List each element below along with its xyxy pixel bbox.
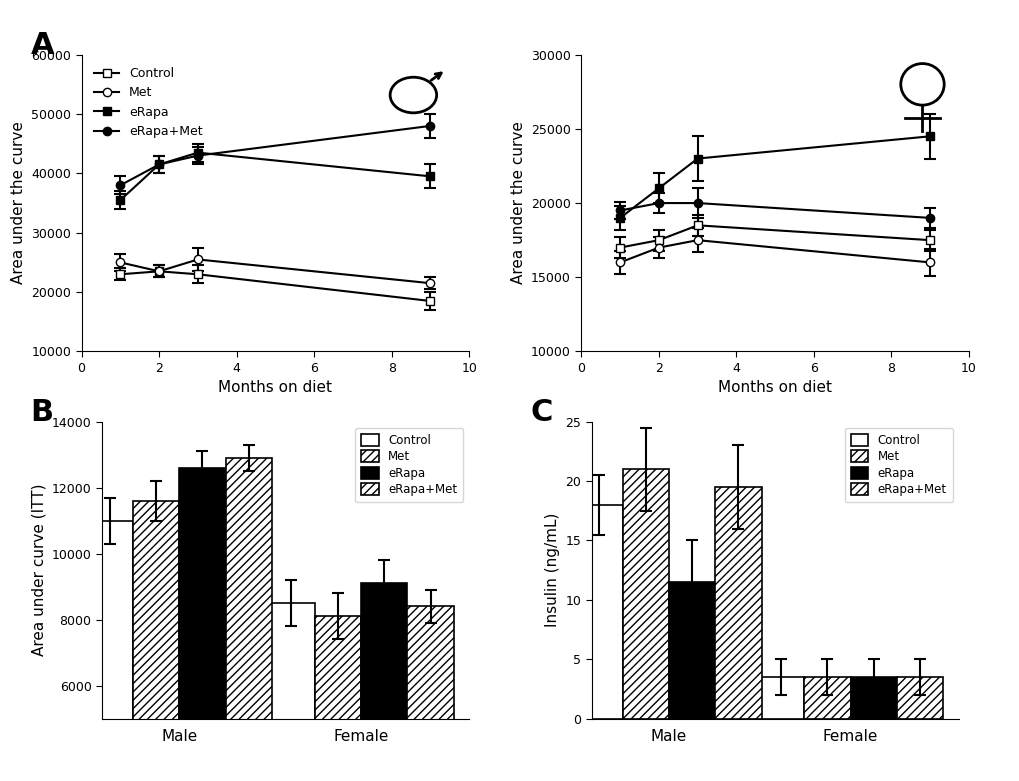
Bar [757, 677, 803, 719]
Y-axis label: Area under the curve: Area under the curve [511, 122, 525, 284]
Bar [132, 501, 179, 781]
Bar [407, 606, 453, 781]
Bar [576, 505, 622, 719]
Bar [850, 677, 896, 719]
Bar [225, 458, 272, 781]
Y-axis label: Area under the curve: Area under the curve [10, 122, 25, 284]
X-axis label: Months on diet: Months on diet [218, 380, 332, 395]
Legend: Control, Met, eRapa, eRapa+Met: Control, Met, eRapa, eRapa+Met [844, 428, 952, 502]
Text: B: B [31, 398, 54, 427]
Bar [179, 468, 225, 781]
Legend: Control, Met, eRapa, eRapa+Met: Control, Met, eRapa, eRapa+Met [355, 428, 463, 502]
Bar [896, 677, 943, 719]
Bar [803, 677, 850, 719]
Bar [268, 603, 314, 781]
Bar [361, 583, 407, 781]
Y-axis label: Insulin (ng/mL): Insulin (ng/mL) [544, 513, 559, 627]
Text: C: C [530, 398, 552, 427]
Text: A: A [31, 31, 54, 60]
X-axis label: Months on diet: Months on diet [717, 380, 832, 395]
Bar [668, 582, 714, 719]
Bar [314, 616, 361, 781]
Y-axis label: Area under curve (ITT): Area under curve (ITT) [32, 484, 46, 656]
Legend: Control, Met, eRapa, eRapa+Met: Control, Met, eRapa, eRapa+Met [88, 61, 209, 144]
Bar [622, 469, 668, 719]
Bar [714, 487, 761, 719]
Bar [87, 521, 132, 781]
